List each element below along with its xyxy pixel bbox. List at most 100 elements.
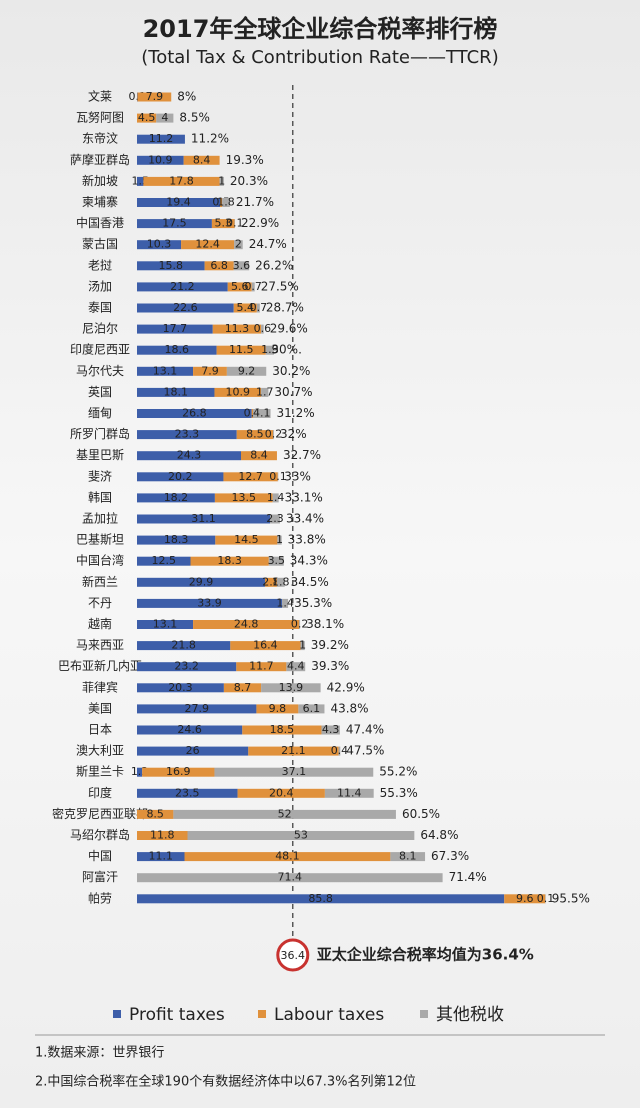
segment-label: 12.4 xyxy=(195,238,220,251)
segment-label: 9.6 xyxy=(516,892,534,905)
total-label: 33% xyxy=(284,469,311,483)
segment-label: 14.5 xyxy=(234,533,259,546)
segment-label: 20.3 xyxy=(168,681,193,694)
segment-label: 2.8 xyxy=(262,575,280,588)
category-label: 萨摩亚群岛 xyxy=(70,152,130,167)
bar-segment xyxy=(137,662,237,672)
bar-segment xyxy=(214,493,273,503)
bar-segment xyxy=(248,746,339,756)
segment-label: 10.9 xyxy=(226,385,251,398)
segment-label: 24.6 xyxy=(177,723,202,736)
bar-segment xyxy=(137,535,216,545)
total-label: 11.2% xyxy=(191,132,229,146)
category-label: 斯里兰卡 xyxy=(76,765,124,779)
bar-segment xyxy=(137,852,185,862)
segment-label: 24.8 xyxy=(234,618,259,631)
bar-segment xyxy=(273,430,274,440)
segment-label: 8.4 xyxy=(250,449,268,462)
segment-label: 4.3 xyxy=(322,723,340,736)
category-label: 菲律宾 xyxy=(82,679,118,694)
bar-segment xyxy=(236,430,274,440)
bar-segment xyxy=(338,746,341,756)
bar-segment xyxy=(251,282,255,292)
bar-segment xyxy=(137,261,205,271)
bar-segment xyxy=(286,662,306,672)
segment-label: 5.6 xyxy=(231,280,249,293)
segment-label: 0.2 xyxy=(265,428,283,441)
segment-label: 21.8 xyxy=(171,639,196,652)
category-label: 不丹 xyxy=(88,596,112,610)
bar-segment xyxy=(268,556,284,566)
category-label: 中国台湾 xyxy=(76,553,124,568)
segment-label: 1.8 xyxy=(217,196,235,209)
category-label: 帕劳 xyxy=(88,890,112,905)
bar-segment xyxy=(137,345,217,355)
segment-label: 11.2 xyxy=(149,132,174,145)
bar-segment xyxy=(137,409,252,418)
segment-label: 6.8 xyxy=(210,259,228,272)
segment-label: 11.4 xyxy=(337,786,362,799)
category-label: 所罗门群岛 xyxy=(70,426,130,441)
total-label: 21.7% xyxy=(236,195,274,209)
segment-label: 16.4 xyxy=(253,639,278,652)
segment-label: 5.4 xyxy=(237,301,255,314)
total-label: 28.7% xyxy=(266,301,304,315)
segment-label: 12.5 xyxy=(152,554,177,567)
category-label: 马来西亚 xyxy=(76,638,124,652)
chart-subtitle: (Total Tax & Contribution Rate——TTCR) xyxy=(141,47,498,68)
segment-label: 18.1 xyxy=(163,385,188,398)
segment-label: 11.3 xyxy=(225,322,250,335)
segment-label: 1.9 xyxy=(261,343,279,356)
bar-segment xyxy=(143,176,220,186)
bar-segment xyxy=(142,767,215,777)
segment-label: 21.1 xyxy=(281,744,306,757)
bar-segment xyxy=(137,620,194,629)
segment-label: 23.5 xyxy=(175,786,200,799)
bar-segment xyxy=(173,809,396,819)
segment-label: 7.9 xyxy=(201,364,219,377)
category-label: 东帝汶 xyxy=(82,131,118,146)
bar-segment xyxy=(270,514,280,524)
segment-label: 29.9 xyxy=(189,575,214,588)
segment-label: 1 xyxy=(299,639,306,652)
chart-title: 2017年全球企业综合税率排行榜 xyxy=(143,15,498,43)
bar-segment xyxy=(251,409,253,418)
segment-label: 11.1 xyxy=(149,850,174,863)
bar-segment xyxy=(137,451,242,461)
bar-segment xyxy=(236,662,287,672)
segment-label: 10.9 xyxy=(148,153,173,166)
bar-segment xyxy=(137,683,224,693)
bar-segment xyxy=(234,240,243,250)
bar-segment xyxy=(212,324,262,334)
segment-label: 16.9 xyxy=(166,765,191,778)
bar-segment xyxy=(137,303,234,313)
total-label: 60.5% xyxy=(402,807,440,821)
segment-label: 4.4 xyxy=(287,660,305,673)
bar-segment xyxy=(137,113,157,123)
category-label: 瓦努阿图 xyxy=(76,110,124,125)
bar-segment xyxy=(137,894,505,904)
segment-label: 9.2 xyxy=(238,364,256,377)
segment-label: 18.3 xyxy=(217,554,242,567)
category-label: 中国香港 xyxy=(76,215,124,230)
category-label: 阿富汗 xyxy=(82,869,118,884)
total-label: 71.4% xyxy=(449,870,487,884)
segment-label: 8.4 xyxy=(193,153,211,166)
total-label: 24.7% xyxy=(249,237,287,251)
segment-label: 13.1 xyxy=(153,618,178,631)
bar-segment xyxy=(137,577,265,587)
bar-segment xyxy=(137,176,144,186)
segment-label: 5.3 xyxy=(214,217,232,230)
category-label: 尼泊尔 xyxy=(82,321,118,336)
mean-marker xyxy=(276,938,310,972)
segment-label: 10.3 xyxy=(147,238,172,251)
category-label: 蒙古国 xyxy=(82,236,118,251)
total-label: 39.3% xyxy=(311,659,349,673)
segment-label: 11.7 xyxy=(249,660,274,673)
total-label: 39.2% xyxy=(311,638,349,652)
segment-label: 3.6 xyxy=(233,259,251,272)
bar-segment xyxy=(181,240,235,250)
segment-label: 37.1 xyxy=(282,765,307,778)
bar-segment xyxy=(215,535,278,545)
bar-segment xyxy=(261,387,269,397)
